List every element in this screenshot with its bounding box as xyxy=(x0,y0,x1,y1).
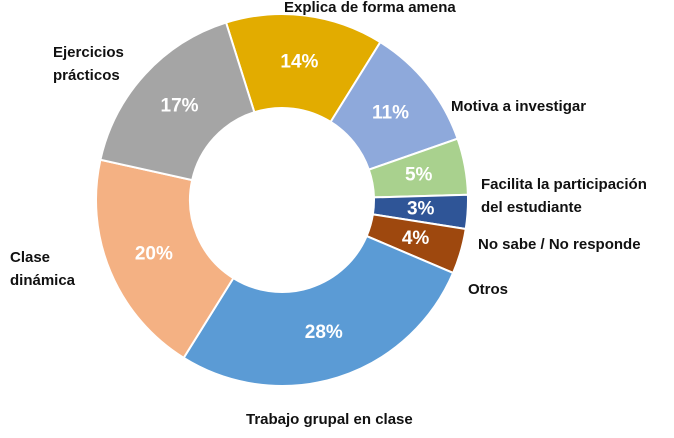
slice-ejercicios-practicos xyxy=(99,21,256,182)
label-trabajo-grupal-en-clase: Trabajo grupal en clase xyxy=(246,408,413,431)
slice-explica-de-forma-amena xyxy=(224,13,382,124)
pct-label-no-sabe-no-responde: 3% xyxy=(407,198,435,219)
label-line: Otros xyxy=(468,281,509,298)
pct-label-otros: 4% xyxy=(402,228,430,249)
label-no-sabe-no-responde: No sabe / No responde xyxy=(478,233,641,256)
label-ejercicios-practicos: Ejercicios prácticos xyxy=(53,41,124,87)
label-line: Trabajo grupal en clase xyxy=(246,411,413,428)
label-motiva-a-investigar: Motiva a investigar xyxy=(451,95,586,118)
label-line: No sabe / No responde xyxy=(478,236,641,253)
pct-label-trabajo-grupal-en-clase: 28% xyxy=(305,322,343,343)
label-facilita-la-participacion: Facilita la participación del estudiante xyxy=(481,173,647,219)
pct-label-ejercicios-practicos: 17% xyxy=(161,96,199,117)
label-line: Facilita la participación xyxy=(481,176,647,193)
pct-label-clase-dinamica: 20% xyxy=(135,243,173,264)
label-otros: Otros xyxy=(468,278,508,301)
slice-clase-dinamica xyxy=(95,158,235,360)
label-line: del estudiante xyxy=(481,199,582,216)
label-explica-de-forma-amena: Explica de forma amena xyxy=(284,0,456,19)
label-line: Explica de forma amena xyxy=(284,0,456,16)
pct-label-motiva-a-investigar: 11% xyxy=(372,103,409,124)
label-clase-dinamica: Clase dinámica xyxy=(10,246,75,292)
label-line: dinámica xyxy=(10,272,76,289)
label-line: Motiva a investigar xyxy=(451,98,587,115)
pct-label-facilita-la-participacion-del-estudiante: 5% xyxy=(405,164,433,185)
label-line: prácticos xyxy=(53,67,120,84)
label-line: Clase xyxy=(10,249,51,266)
pct-label-explica-de-forma-amena: 14% xyxy=(280,52,318,73)
slice-trabajo-grupal-en-clase xyxy=(182,234,455,387)
label-line: Ejercicios xyxy=(53,44,124,61)
